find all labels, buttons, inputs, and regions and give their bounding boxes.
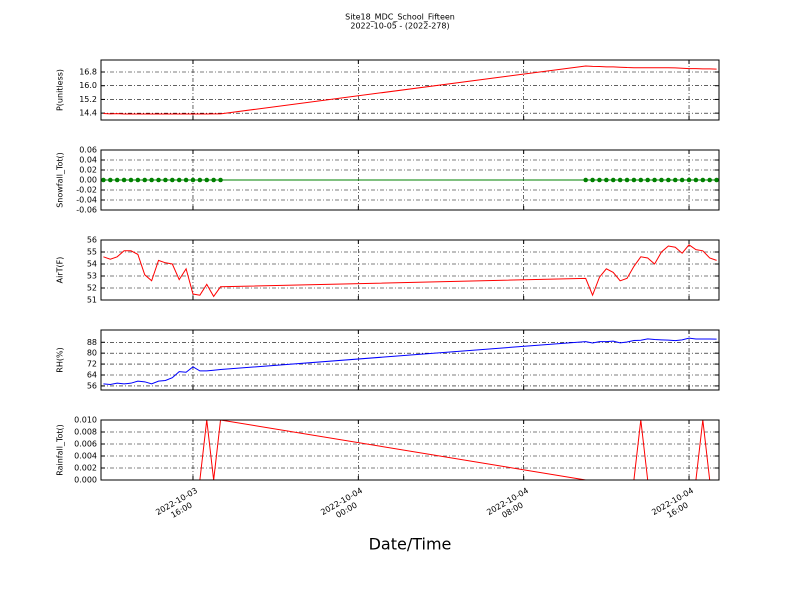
- data-point: [597, 177, 602, 183]
- data-point: [176, 177, 182, 183]
- data-point: [686, 177, 692, 183]
- y-axis-label: AirT(F): [56, 257, 65, 284]
- y-tick-label: 80: [87, 349, 97, 358]
- data-point: [142, 177, 148, 183]
- data-line: [103, 420, 717, 480]
- data-point: [135, 177, 141, 183]
- chart-title: Site18_MDC_School_Fifteen: [345, 13, 455, 22]
- y-tick-label: 14.4: [79, 109, 97, 118]
- y-tick-label: -0.04: [76, 196, 97, 205]
- data-point: [163, 177, 168, 183]
- y-tick-label: -0.06: [76, 206, 97, 215]
- plot-area: [103, 337, 717, 386]
- plot-area: [103, 420, 717, 480]
- y-tick-label: 53: [87, 272, 97, 281]
- data-point: [652, 177, 657, 183]
- data-point: [156, 177, 161, 183]
- data-point: [218, 177, 223, 183]
- data-point: [108, 177, 113, 183]
- axes-frame: [100, 239, 720, 301]
- data-point: [590, 177, 595, 183]
- y-tick-label: 0.004: [74, 452, 97, 461]
- axes-frame: [100, 419, 720, 481]
- data-point: [121, 177, 127, 183]
- y-axis-label: RH(%): [56, 347, 65, 372]
- y-tick-label: 16.8: [79, 68, 97, 77]
- data-point: [211, 177, 216, 183]
- data-point: [610, 177, 616, 183]
- data-point: [679, 177, 685, 183]
- y-tick-label: 0.06: [79, 146, 97, 155]
- data-line: [103, 337, 717, 386]
- data-point: [204, 177, 210, 183]
- data-point: [149, 177, 154, 183]
- y-tick-label: 51: [87, 296, 97, 305]
- y-axis-label: P(unitless): [56, 69, 65, 111]
- y-tick-label: 54: [87, 260, 97, 269]
- axes-frame: [100, 149, 720, 211]
- y-tick-label: 88: [87, 338, 97, 347]
- data-point: [183, 177, 189, 183]
- data-point: [617, 177, 623, 183]
- data-line: [103, 65, 717, 115]
- plot-area: [103, 244, 717, 298]
- data-point: [707, 177, 712, 183]
- data-point: [638, 177, 644, 183]
- data-point: [631, 177, 637, 183]
- data-point: [190, 177, 196, 183]
- y-tick-label: 0.00: [79, 176, 97, 185]
- data-point: [604, 177, 609, 183]
- y-tick-label: 0.006: [74, 440, 97, 449]
- y-tick-label: -0.02: [76, 186, 97, 195]
- y-tick-label: 56: [87, 236, 97, 245]
- data-point: [659, 177, 664, 183]
- data-point: [624, 177, 630, 183]
- data-point: [672, 177, 678, 183]
- axes-frame: [100, 329, 720, 391]
- data-point: [693, 177, 699, 183]
- y-axis-label: Rainfall_Tot(): [56, 424, 65, 476]
- data-point: [128, 177, 134, 183]
- y-tick-label: 64: [87, 371, 97, 380]
- data-point: [101, 177, 106, 183]
- y-tick-label: 15.2: [79, 95, 97, 104]
- data-point: [700, 177, 706, 183]
- data-point: [197, 177, 203, 183]
- data-point: [714, 177, 719, 183]
- chart-subtitle: 2022-10-05 - (2022-278): [350, 22, 449, 31]
- plot-area: [101, 177, 719, 183]
- y-tick-label: 0.010: [74, 416, 97, 425]
- y-axis-label: Snowfall_Tot(): [56, 152, 65, 208]
- data-point: [114, 177, 120, 183]
- y-tick-label: 0.04: [79, 156, 97, 165]
- y-tick-label: 0.02: [79, 166, 97, 175]
- y-tick-label: 0.002: [74, 464, 97, 473]
- data-point: [645, 177, 650, 183]
- data-point: [666, 177, 671, 183]
- plot-area: [103, 65, 717, 115]
- y-tick-label: 52: [87, 284, 97, 293]
- y-tick-label: 16.0: [79, 81, 97, 90]
- y-tick-label: 72: [87, 360, 97, 369]
- y-tick-label: 55: [87, 248, 97, 257]
- axes-frame: [100, 59, 720, 121]
- data-point: [170, 177, 175, 183]
- y-tick-label: 0.000: [74, 476, 97, 485]
- y-tick-label: 0.008: [74, 428, 97, 437]
- x-axis-label: Date/Time: [369, 535, 452, 554]
- data-point: [583, 177, 588, 183]
- data-line: [103, 244, 717, 298]
- y-tick-label: 56: [87, 381, 97, 390]
